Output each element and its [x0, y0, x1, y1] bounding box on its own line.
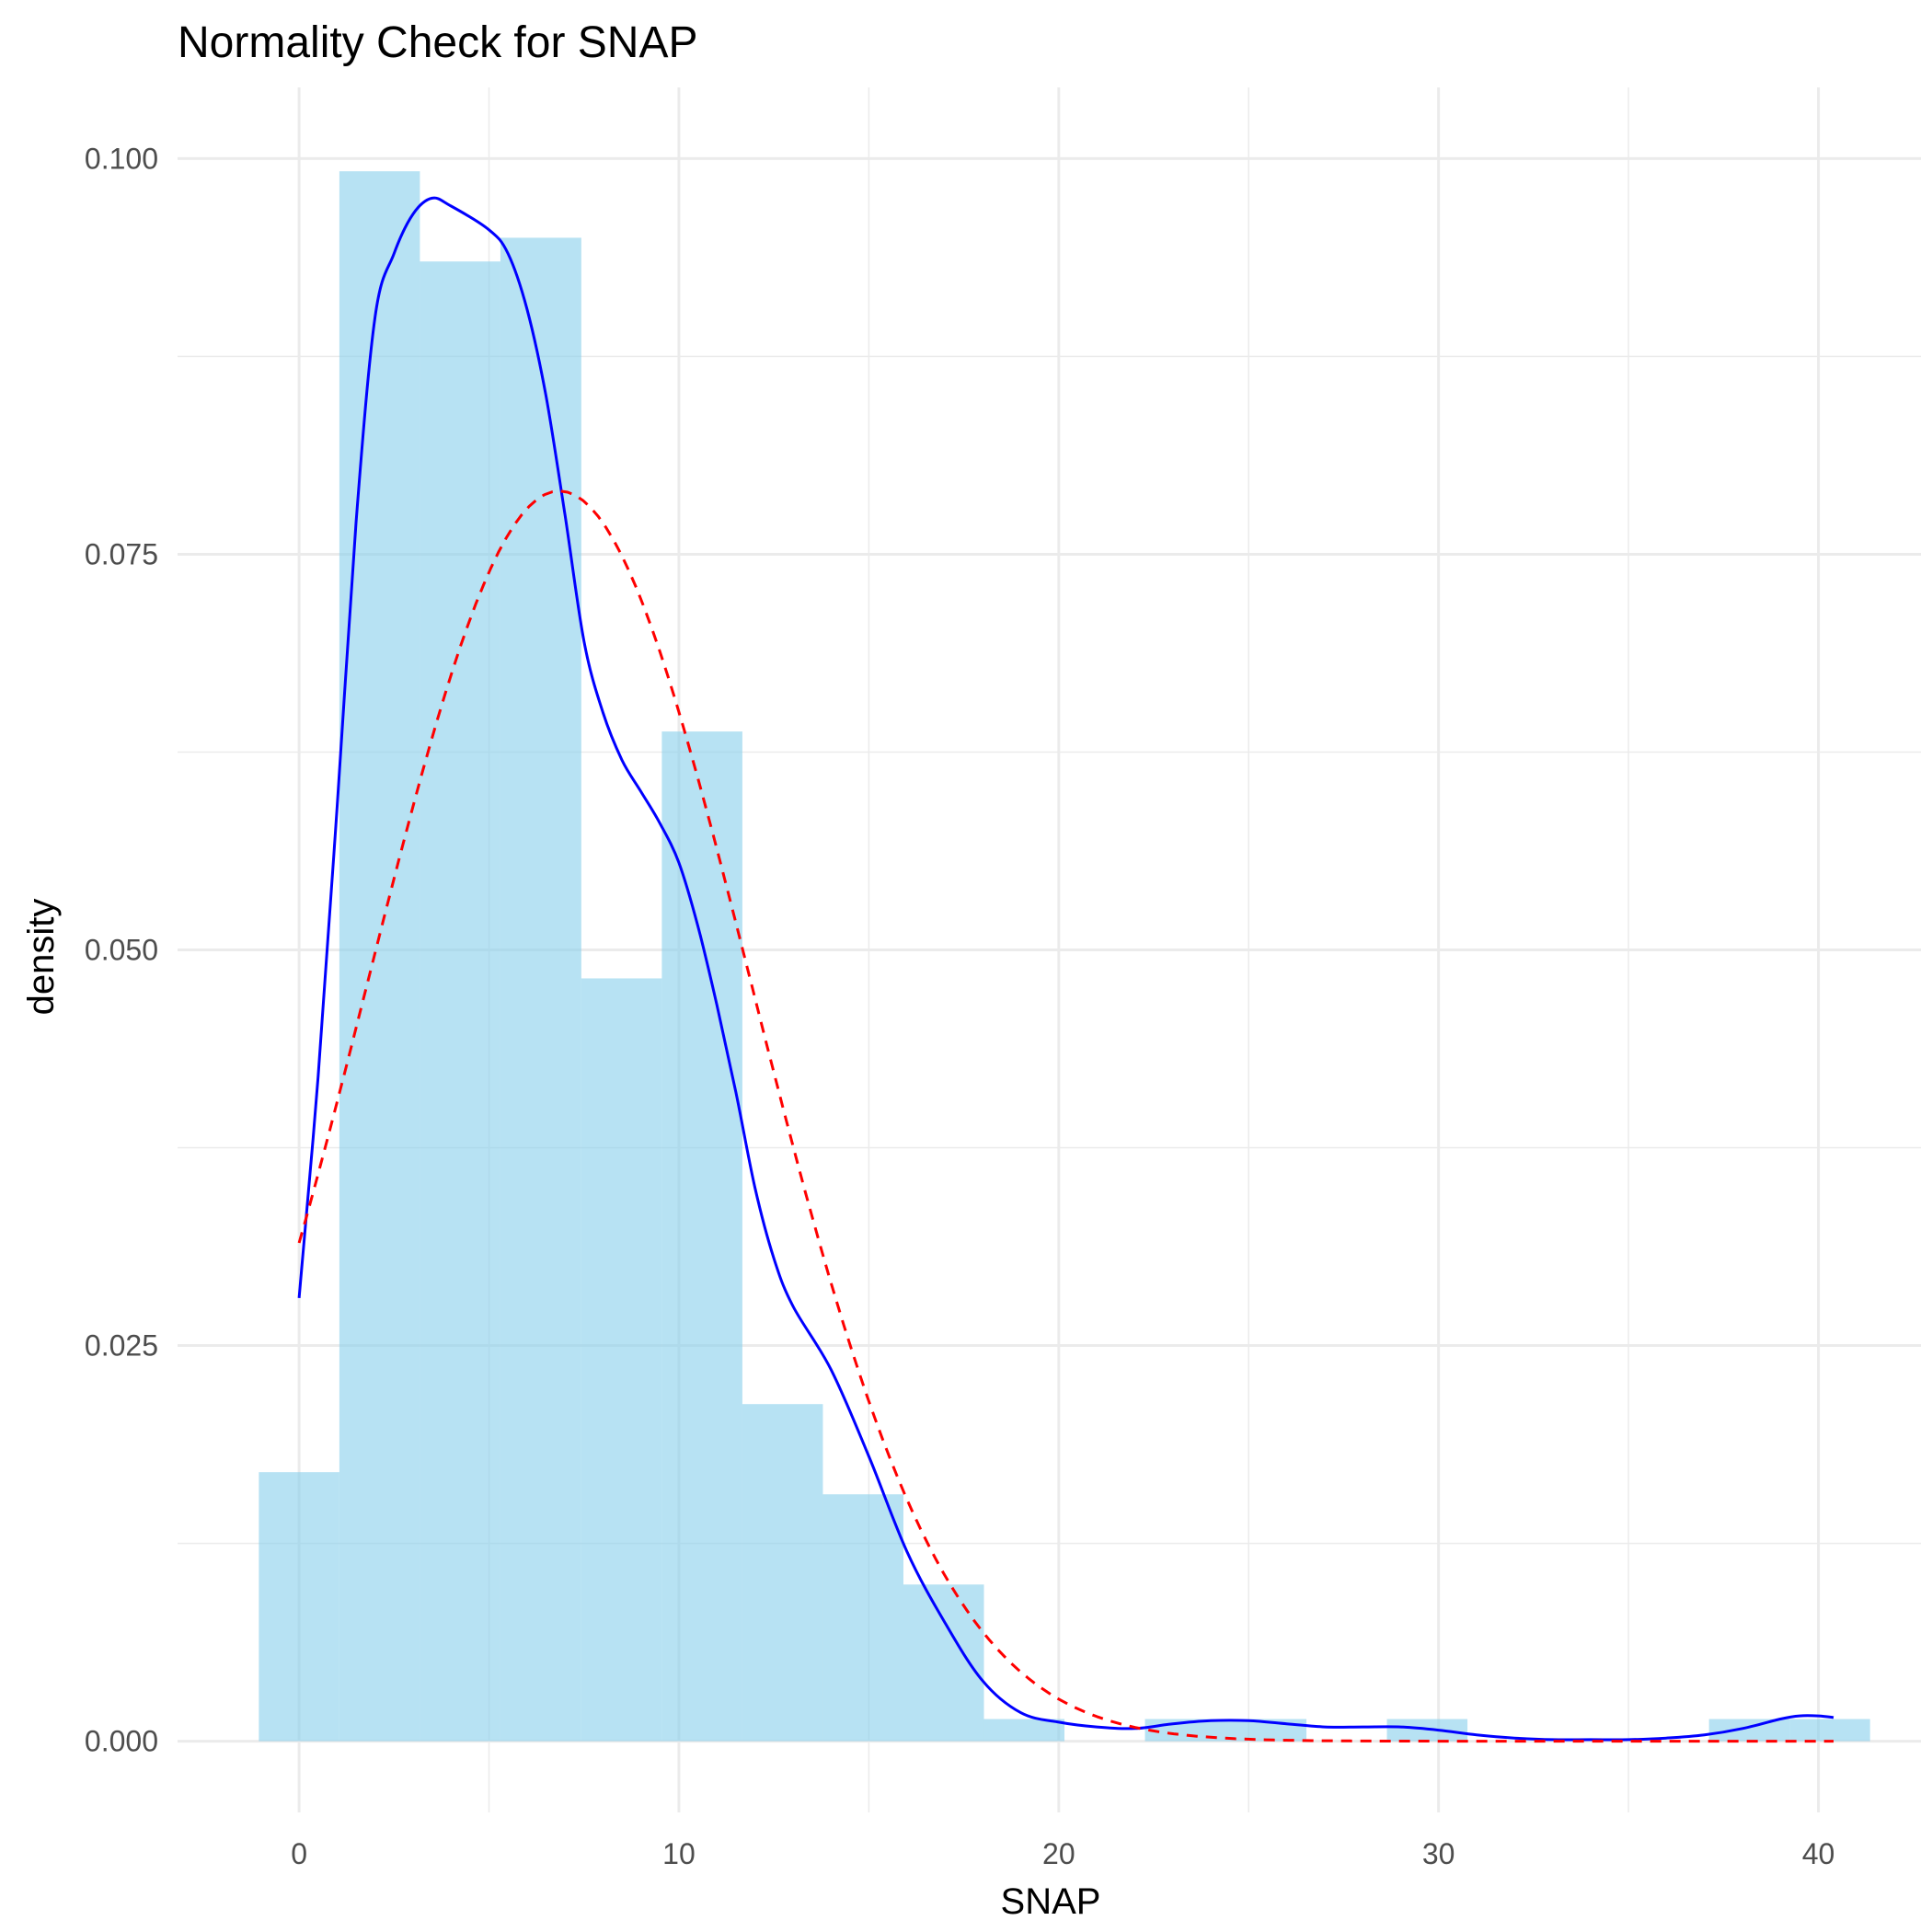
y-axis-ticks: 0.000 0.025 0.050 0.075 0.100: [85, 142, 158, 1757]
histogram-bar: [742, 1404, 823, 1742]
y-tick-label: 0.050: [85, 934, 158, 967]
histogram-bar: [661, 731, 742, 1742]
x-tick-label: 10: [662, 1837, 696, 1870]
histogram-bar: [339, 171, 420, 1742]
y-tick-label: 0.025: [85, 1329, 158, 1363]
y-tick-label: 0.100: [85, 142, 158, 175]
histogram-bar: [983, 1719, 1065, 1742]
histogram-bar: [500, 237, 581, 1742]
x-tick-label: 40: [1802, 1837, 1835, 1870]
x-tick-label: 20: [1042, 1837, 1075, 1870]
y-axis-title: density: [21, 899, 62, 1016]
histogram-bar: [581, 978, 662, 1742]
density-curve-line: [297, 196, 1834, 1742]
histogram-bar: [420, 261, 500, 1742]
x-tick-label: 30: [1422, 1837, 1455, 1870]
histogram-bar: [259, 1472, 339, 1742]
y-tick-label: 0.000: [85, 1725, 158, 1758]
chart-title: Normality Check for SNAP: [178, 18, 697, 67]
y-tick-label: 0.075: [85, 537, 158, 570]
histogram-bar: [903, 1584, 984, 1742]
normal-curve-line: [297, 489, 1834, 1743]
histogram-bars: [259, 171, 1870, 1742]
histogram-bar: [1789, 1719, 1870, 1742]
x-axis-ticks: 0 10 20 30 40: [291, 1837, 1834, 1870]
x-tick-label: 0: [291, 1837, 307, 1870]
curves: [297, 196, 1834, 1743]
histogram-bar: [822, 1494, 903, 1742]
x-axis-title: SNAP: [1001, 1881, 1101, 1922]
histogram-bar: [1708, 1719, 1790, 1742]
